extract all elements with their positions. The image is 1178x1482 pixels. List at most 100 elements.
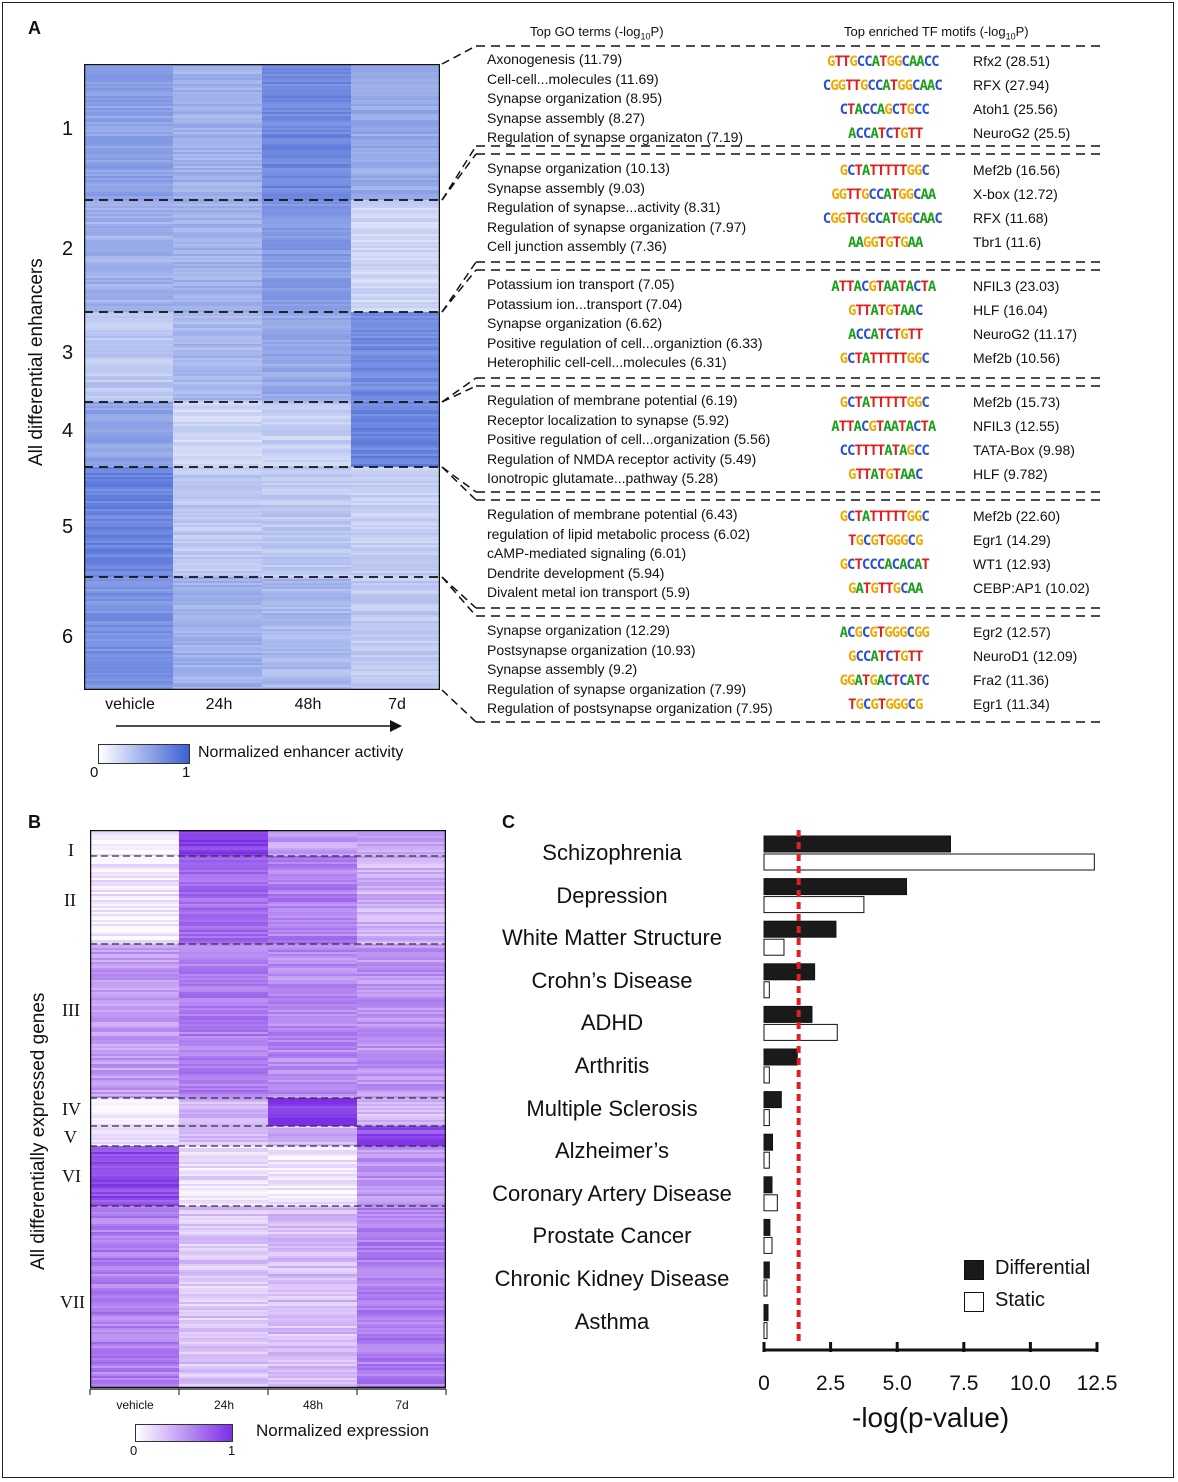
enhancer-heat-cell xyxy=(262,543,352,546)
expression-heat-cell xyxy=(90,1070,180,1073)
expression-heat-cell xyxy=(90,866,180,869)
expression-heat-cell xyxy=(357,1256,446,1259)
enhancer-heat-cell xyxy=(173,372,263,375)
enhancer-heat-cell xyxy=(173,344,263,347)
expression-heat-cell xyxy=(90,1374,180,1377)
tf-motif-name: HLF (9.782) xyxy=(973,466,1048,482)
motif-letter: C xyxy=(891,102,901,118)
expression-heat-cell xyxy=(268,1210,358,1213)
enhancer-heat-cell xyxy=(84,164,174,167)
motif-letter: T xyxy=(846,279,855,295)
enhancer-heat-cell xyxy=(351,372,440,375)
expression-heat-cell xyxy=(90,1050,180,1053)
expression-heat-cell xyxy=(268,1048,358,1051)
enhancer-heat-cell xyxy=(351,98,440,101)
expression-heat-cell xyxy=(179,1186,269,1189)
motif-letter: A xyxy=(883,279,892,295)
enhancer-heat-cell xyxy=(351,224,440,227)
col-48h: 48h xyxy=(294,696,322,713)
expression-heat-cell xyxy=(268,1270,358,1273)
expression-heat-cell xyxy=(90,908,180,911)
enhancer-heat-cell xyxy=(84,108,174,111)
motif-letter: T xyxy=(875,279,885,295)
motif-letter: A xyxy=(853,419,863,435)
enhancer-heat-cell xyxy=(351,276,440,279)
enhancer-heat-cell xyxy=(262,649,352,652)
motif-letter: C xyxy=(869,102,878,118)
enhancer-cluster-label: 2 xyxy=(62,238,74,260)
bar-static xyxy=(763,896,865,914)
enhancer-heat-cell xyxy=(173,563,263,566)
enhancer-heat-cell xyxy=(351,288,440,291)
enhancer-heat-cell xyxy=(351,513,440,516)
enhancer-heat-cell xyxy=(262,240,352,243)
tf-motif-name: RFX (27.94) xyxy=(973,77,1050,93)
enhancer-heat-cell xyxy=(351,104,440,107)
expression-heat-cell xyxy=(357,1098,446,1101)
expression-heat-cell xyxy=(90,1370,180,1373)
expression-heat-cell xyxy=(179,1292,269,1295)
enhancer-heat-cell xyxy=(173,601,263,604)
motif-letter: T xyxy=(853,187,863,203)
motif-letter: T xyxy=(854,351,863,367)
enhancer-heat-cell xyxy=(173,477,263,480)
enhancer-heat-cell xyxy=(351,573,440,576)
enhancer-heat-cell xyxy=(351,442,440,445)
expression-heat-cell xyxy=(179,882,269,885)
expression-heat-cell xyxy=(90,1284,180,1287)
enhancer-heat-cell xyxy=(84,467,174,470)
expression-heat-cell xyxy=(90,1110,180,1113)
enhancer-heat-cell xyxy=(173,539,263,542)
enhancer-heat-cell xyxy=(84,420,174,423)
enhancer-heat-cell xyxy=(173,100,263,103)
expression-heat-cell xyxy=(357,1334,446,1337)
enhancer-heat-cell xyxy=(173,74,263,77)
expression-heat-cell xyxy=(90,940,180,943)
expression-heat-cell xyxy=(179,1058,269,1061)
motif-logo: ACCATCTGTT xyxy=(848,125,923,143)
enhancer-heat-cell xyxy=(173,110,263,113)
expression-heat-cell xyxy=(90,1022,180,1025)
motif-letter: G xyxy=(868,419,877,435)
enhancer-heat-cell xyxy=(262,505,352,508)
expression-heat-cell xyxy=(90,1240,180,1243)
expression-heat-cell xyxy=(268,982,358,985)
enhancer-heat-cell xyxy=(84,84,174,87)
expression-heat-cell xyxy=(357,904,446,907)
enhancer-heat-cell xyxy=(351,408,440,411)
enhancer-heat-cell xyxy=(262,493,352,496)
enhancer-heat-cell xyxy=(173,350,263,353)
enhancer-heat-cell xyxy=(84,629,174,632)
enhancer-heat-cell xyxy=(84,677,174,680)
expression-heat-cell xyxy=(357,1216,446,1219)
enhancer-heat-cell xyxy=(84,228,174,231)
enhancer-heat-cell xyxy=(262,635,352,638)
expression-heat-cell xyxy=(179,930,269,933)
motif-letter: G xyxy=(855,533,864,549)
enhancer-heat-cell xyxy=(173,82,263,85)
panel-c-label: C xyxy=(502,812,515,832)
enhancer-heat-cell xyxy=(351,410,440,413)
enhancer-heat-cell xyxy=(173,154,263,157)
bar-differential xyxy=(763,1218,771,1236)
expression-heat-cell xyxy=(90,1156,180,1159)
enhancer-heat-cell xyxy=(262,202,352,205)
motif-letter: A xyxy=(907,581,917,597)
motif-letter: T xyxy=(884,509,893,525)
enhancer-heat-cell xyxy=(262,138,352,141)
motif-letter: T xyxy=(898,279,907,295)
disease-label: Depression xyxy=(556,882,668,908)
enhancer-heat-cell xyxy=(173,292,263,295)
expression-heat-cell xyxy=(179,1098,269,1101)
expression-heat-cell xyxy=(268,856,358,859)
enhancer-heat-cell xyxy=(262,428,352,431)
expression-heat-cell xyxy=(357,866,446,869)
motif-letter: T xyxy=(920,419,929,435)
expression-heat-cell xyxy=(357,966,446,969)
motif-letter: C xyxy=(907,697,917,713)
motif-letter: T xyxy=(877,533,887,549)
expression-heat-cell xyxy=(268,1370,358,1373)
expression-heat-cell xyxy=(268,1312,358,1315)
motif-letter: T xyxy=(877,467,887,483)
expression-heat-cell xyxy=(357,1356,446,1359)
